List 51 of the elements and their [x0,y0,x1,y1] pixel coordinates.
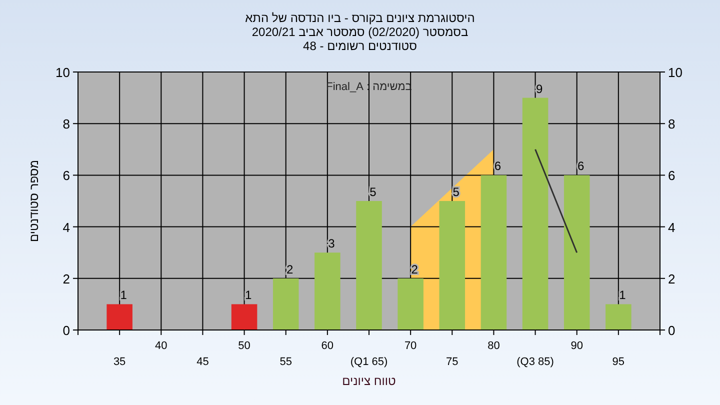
x-tick-label: 90 [570,340,583,352]
chart-title: היסטוגרמת ציונים בקורס - ביו הנדסה של התא [245,11,475,25]
y-tick-label: 4 [62,220,70,235]
x-axis-title: טווח ציונים [342,374,396,388]
x-tick-label: 80 [488,340,500,352]
y-tick-label: 0 [62,323,70,338]
bar [106,304,132,330]
x-tick-label: 50 [238,340,250,352]
y2-tick-label: 10 [668,65,682,80]
data-label: 5 [452,185,460,199]
data-label: 1 [244,288,252,302]
x-tick-label: 60 [321,340,334,352]
y-tick-label: 2 [62,271,70,286]
chart-subtitle: בסמסטר (02/2020) סמסטר אביב 2020/21 סטודנטים רשומים - 48 [252,25,468,53]
data-label: 5 [370,185,377,199]
bar [522,98,548,330]
x-tick-label: (Q1 65) [350,356,388,368]
data-label: 6 [578,159,585,174]
x-tick-label: 45 [196,356,209,368]
y-tick-label: 10 [56,65,70,80]
data-label: 2 [286,262,294,276]
data-label: 2 [411,262,418,276]
data-label: 9 [536,82,543,96]
y2-tick-label: 6 [668,168,676,184]
bar [439,201,466,330]
bar [231,304,258,330]
bar [272,278,299,330]
y2-tick-label: 8 [668,116,676,132]
bar [480,175,507,330]
x-tick-label: 95 [612,356,625,368]
x-tick-label: 55 [280,356,292,368]
x-tick-label: 70 [404,340,417,352]
x-tick-label: 75 [446,356,458,368]
y-tick-label: 6 [62,168,70,184]
x-tick-label: 35 [113,356,126,368]
x-tick-label: (Q3 85) [516,356,554,368]
bar [356,201,382,330]
y2-tick-label: 0 [668,323,676,338]
y2-tick-label: 2 [668,271,676,286]
bar [398,278,424,330]
bar [606,304,632,330]
y-axis-title: מספר סטודנטים [27,160,41,242]
bar [564,175,590,330]
data-label: 1 [619,288,626,302]
data-label: 6 [494,159,502,174]
bar [314,252,340,330]
y2-tick-label: 4 [668,220,676,235]
y-tick-label: 8 [62,116,70,132]
data-label: 3 [328,236,336,251]
x-tick-label: 40 [155,340,168,352]
data-label: 1 [120,288,128,302]
